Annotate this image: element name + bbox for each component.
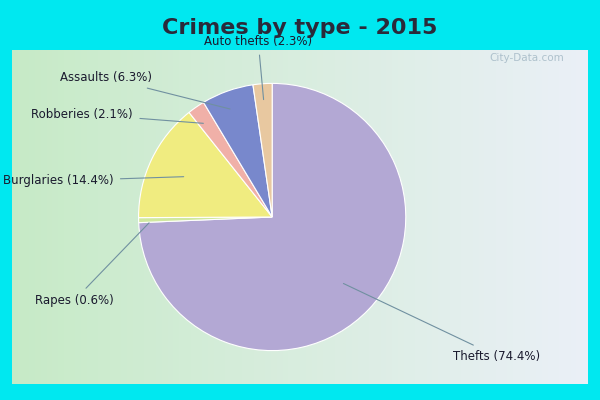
Text: Crimes by type - 2015: Crimes by type - 2015 [163, 18, 437, 38]
Text: Rapes (0.6%): Rapes (0.6%) [35, 223, 149, 307]
Wedge shape [139, 217, 272, 223]
Text: City-Data.com: City-Data.com [489, 53, 564, 63]
Text: Assaults (6.3%): Assaults (6.3%) [61, 71, 230, 109]
Text: Auto thefts (2.3%): Auto thefts (2.3%) [204, 35, 313, 100]
Wedge shape [189, 102, 272, 217]
Text: Burglaries (14.4%): Burglaries (14.4%) [3, 174, 184, 187]
Text: Thefts (74.4%): Thefts (74.4%) [343, 284, 540, 363]
Wedge shape [253, 83, 272, 217]
Wedge shape [139, 112, 272, 218]
Wedge shape [139, 83, 406, 350]
Text: Robberies (2.1%): Robberies (2.1%) [31, 108, 203, 123]
Wedge shape [203, 85, 272, 217]
